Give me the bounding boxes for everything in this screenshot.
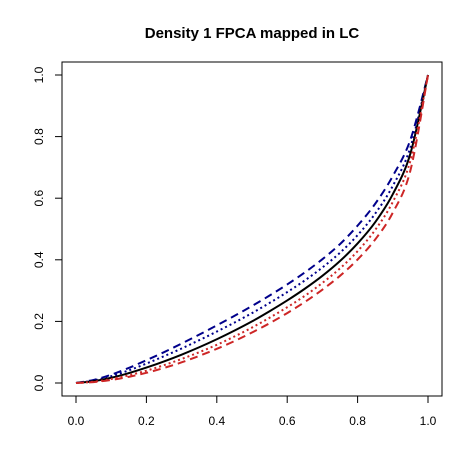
x-axis: 0.0 0.2 0.4 0.6 0.8 1.0 xyxy=(68,395,437,428)
x-tick-label: 0.2 xyxy=(138,414,155,428)
series-line-3 xyxy=(75,74,429,384)
plot-frame xyxy=(61,61,443,397)
series-line-4 xyxy=(75,74,429,384)
y-tick-label: 0.0 xyxy=(32,374,46,391)
x-tick-label: 0.6 xyxy=(279,414,296,428)
y-tick-label: 0.6 xyxy=(32,190,46,207)
y-tick-label: 1.0 xyxy=(32,66,46,83)
y-tick-label: 0.8 xyxy=(32,128,46,145)
y-tick-label: 0.4 xyxy=(32,251,46,268)
x-tick-label: 1.0 xyxy=(420,414,437,428)
x-tick-label: 0.4 xyxy=(208,414,225,428)
series-line-2 xyxy=(75,74,429,384)
y-tick-label: 0.2 xyxy=(32,313,46,330)
x-tick-label: 0.8 xyxy=(349,414,366,428)
x-tick-label: 0.0 xyxy=(68,414,85,428)
series-line-5 xyxy=(75,74,429,384)
y-axis: 0.0 0.2 0.4 0.6 0.8 1.0 xyxy=(32,66,63,391)
chart-title: Density 1 FPCA mapped in LC xyxy=(145,25,360,42)
series-layer xyxy=(75,74,429,384)
